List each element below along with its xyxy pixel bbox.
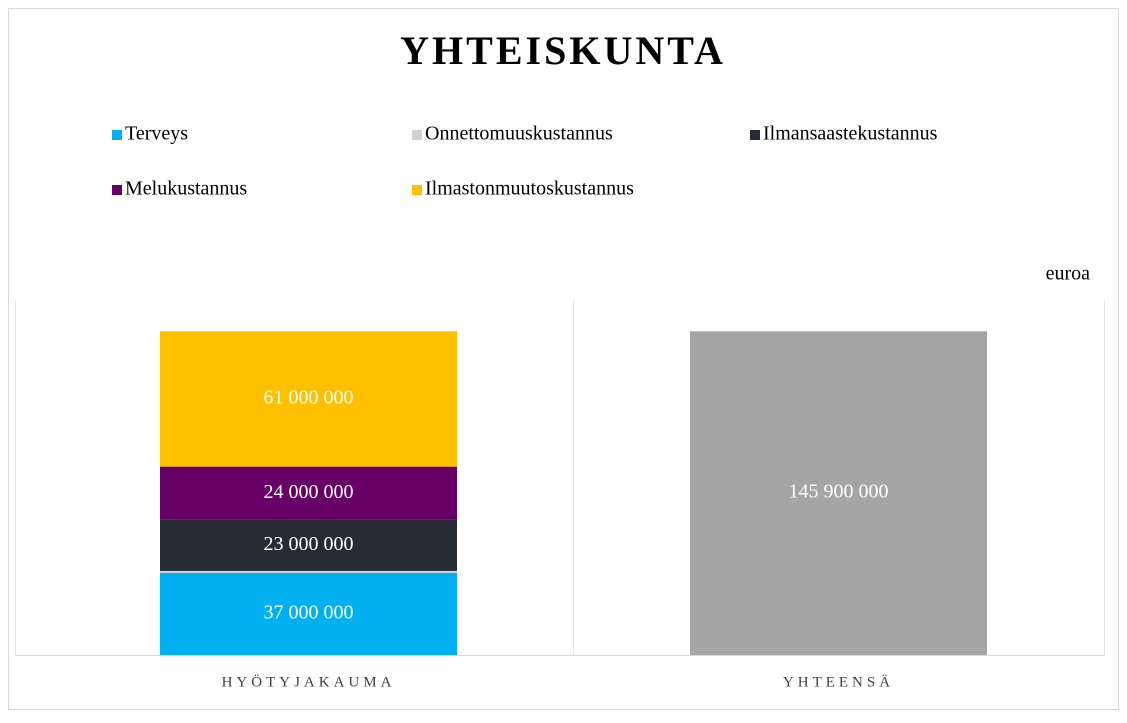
axis-unit: euroa <box>1046 263 1091 285</box>
legend-swatch <box>112 130 122 140</box>
legend-label: Terveys <box>125 123 188 145</box>
legend-label: Onnettomuuskustannus <box>425 123 613 145</box>
legend-swatch <box>412 130 422 140</box>
legend-swatch <box>412 185 422 195</box>
legend-label: Melukustannus <box>125 178 247 200</box>
data-label: 24 000 000 <box>264 481 354 503</box>
bar-segment <box>160 466 457 520</box>
x-tick-label: HYÖTYJAKAUMA <box>222 673 396 690</box>
legend-label: Ilmastonmuutoskustannus <box>425 178 634 200</box>
legend-swatch <box>750 130 760 140</box>
legend-label: Ilmansaastekustannus <box>763 123 938 145</box>
data-label: 23 000 000 <box>264 533 354 555</box>
legend-swatch <box>112 185 122 195</box>
bar-segment <box>160 570 457 573</box>
bar-segment <box>160 572 457 655</box>
data-label: 37 000 000 <box>264 602 354 624</box>
data-label: 61 000 000 <box>264 387 354 409</box>
data-label: 145 900 000 <box>789 481 889 503</box>
bar-segment <box>160 331 457 467</box>
x-tick-label: YHTEENSÄ <box>783 673 894 690</box>
chart-title: YHTEISKUNTA <box>400 28 726 73</box>
bar-segment <box>690 331 987 655</box>
bar-segment <box>160 519 457 571</box>
